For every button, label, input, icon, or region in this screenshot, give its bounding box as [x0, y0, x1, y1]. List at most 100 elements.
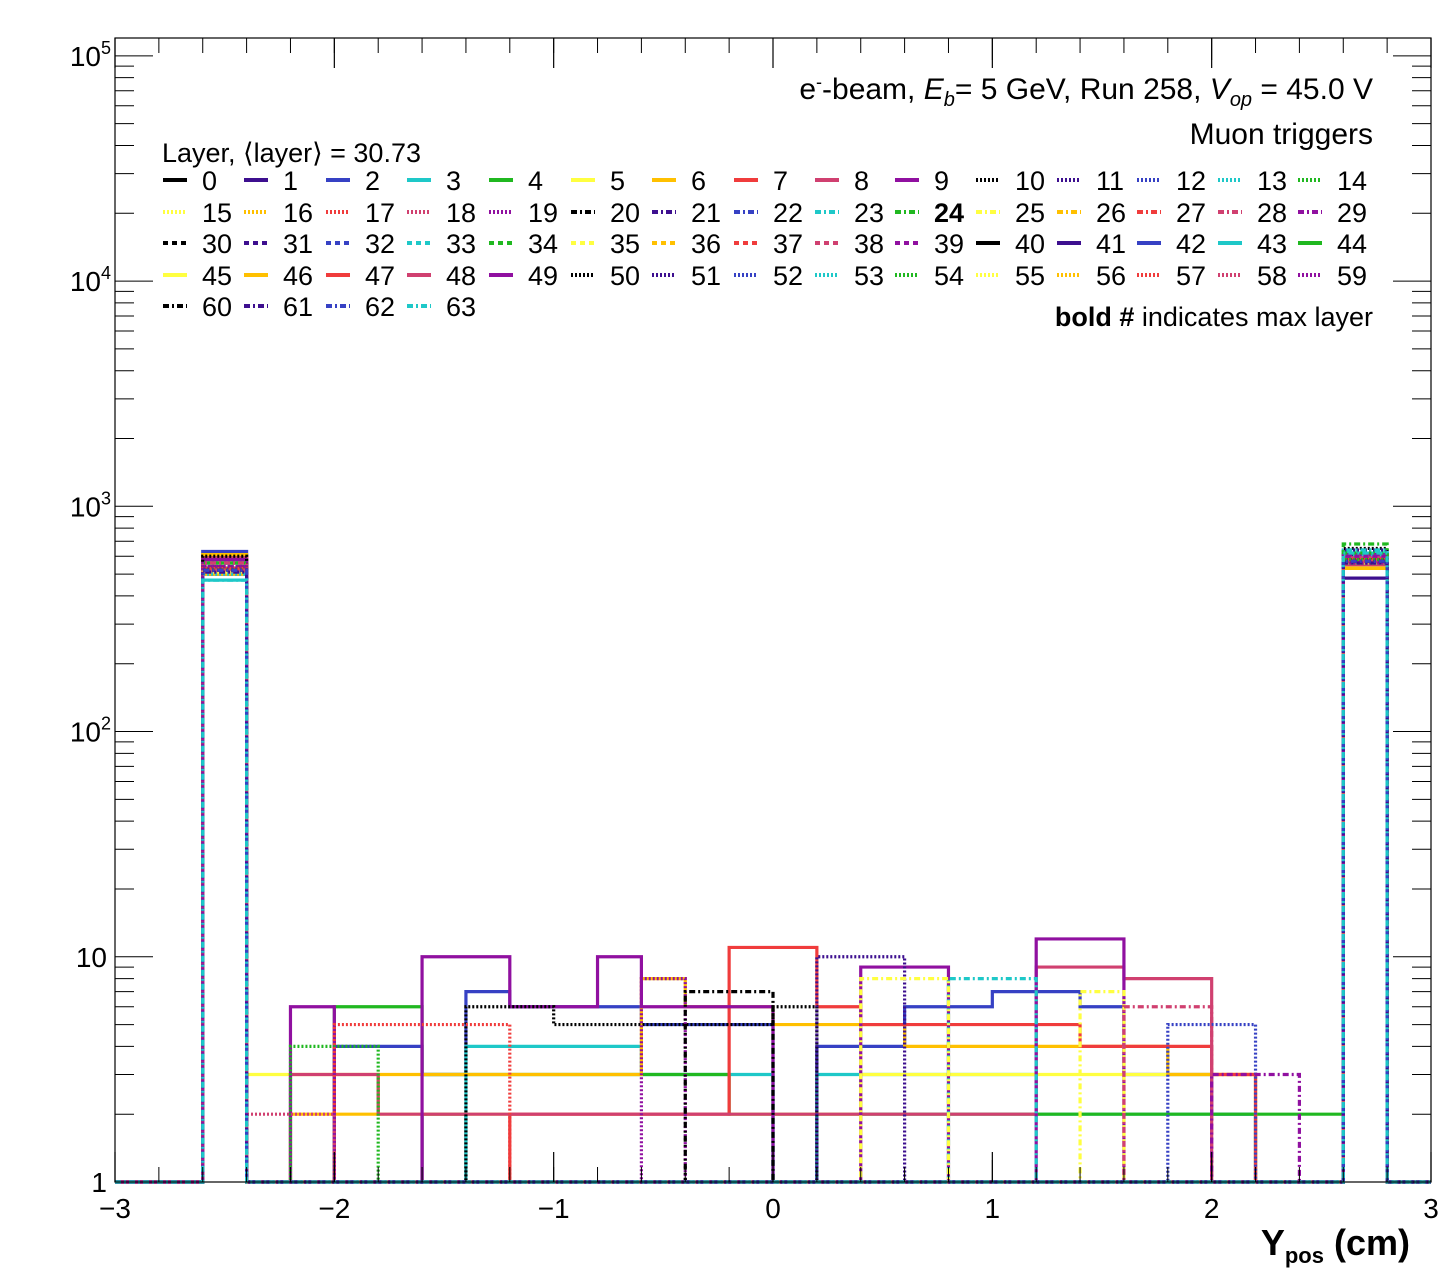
legend-label: 48: [446, 260, 477, 291]
legend-label: 55: [1015, 260, 1046, 291]
legend-swatch: [489, 272, 513, 277]
legend-label: 17: [365, 197, 396, 228]
max-layer-note: bold # indicates max layer: [1054, 302, 1373, 332]
x-tick-label: 2: [1204, 1193, 1220, 1224]
legend-label: 27: [1176, 197, 1207, 228]
legend-swatch: [244, 241, 268, 245]
legend-label: 11: [1096, 166, 1125, 196]
legend-swatch: [1298, 178, 1322, 182]
legend-label: 33: [446, 229, 477, 259]
legend-label: 49: [528, 260, 559, 291]
legend-swatch: [1057, 178, 1081, 182]
legend-label: 4: [528, 166, 544, 196]
legend-label: 14: [1337, 166, 1368, 196]
y-tick-label: 105: [70, 38, 111, 72]
legend-swatch: [734, 209, 758, 214]
legend-swatch: [652, 241, 676, 245]
x-tick-label: 1: [985, 1193, 1001, 1224]
legend-label: 7: [773, 166, 789, 196]
legend-swatch: [163, 304, 187, 308]
x-tick-label: −1: [538, 1193, 570, 1224]
legend-label: 24: [934, 197, 965, 228]
series-18-line: [115, 554, 1431, 1184]
legend-label: 39: [934, 229, 965, 259]
legend-swatch: [895, 272, 919, 277]
legend-label: 15: [202, 197, 233, 228]
legend-swatch: [326, 304, 350, 308]
legend-swatch: [1298, 272, 1322, 277]
trigger-annotation: Muon triggers: [1189, 118, 1373, 151]
legend-label: 2: [365, 166, 381, 196]
legend-swatch: [326, 272, 350, 277]
legend-swatch: [734, 241, 758, 245]
y-tick-label: 10: [76, 942, 107, 973]
legend-label: 41: [1096, 229, 1127, 259]
legend-swatch: [1137, 178, 1161, 182]
legend-swatch: [976, 209, 1000, 214]
legend-label: 6: [691, 166, 707, 196]
legend-label: 51: [691, 260, 722, 291]
legend-swatch: [1298, 241, 1322, 245]
legend-swatch: [976, 178, 1000, 182]
legend-swatch: [571, 241, 595, 245]
legend-swatch: [571, 272, 595, 277]
legend-label: 63: [446, 292, 477, 322]
legend-swatch: [163, 241, 187, 245]
legend-swatch: [326, 209, 350, 214]
legend-swatch: [407, 304, 431, 308]
y-tick-label: 103: [70, 488, 111, 522]
legend-swatch: [407, 178, 431, 182]
legend-label: 46: [283, 260, 314, 291]
x-tick-label: −3: [99, 1193, 131, 1224]
legend-label: 38: [854, 229, 885, 259]
series-9-line: [115, 556, 1431, 1184]
legend-label: 42: [1176, 229, 1207, 259]
legend-label: 18: [446, 197, 477, 228]
legend-swatch: [244, 304, 268, 308]
legend-label: 0: [202, 166, 218, 196]
legend-swatch: [163, 178, 187, 182]
legend-label: 22: [773, 197, 804, 228]
legend-label: 26: [1096, 197, 1127, 228]
legend-swatch: [734, 272, 758, 277]
legend-swatch: [1218, 241, 1242, 245]
legend-swatch: [895, 178, 919, 182]
legend-swatch: [407, 272, 431, 277]
legend-swatch: [407, 241, 431, 245]
legend-label: 61: [283, 292, 314, 322]
histogram-series-group: [115, 542, 1431, 1184]
legend-label: 35: [610, 229, 641, 259]
legend-label: 13: [1257, 166, 1288, 196]
legend-swatch: [244, 272, 268, 277]
legend-label: 40: [1015, 229, 1046, 259]
legend-label: 20: [610, 197, 641, 228]
legend-swatch: [489, 241, 513, 245]
legend-swatch: [815, 241, 839, 245]
legend-swatch: [652, 209, 676, 214]
beam-annotation: e--beam, Eb= 5 GeV, Run 258, Vop = 45.0 …: [799, 72, 1373, 111]
legend-header: Layer, ⟨layer⟩ = 30.73: [162, 138, 421, 168]
legend-swatch: [326, 241, 350, 245]
legend-label: 43: [1257, 229, 1288, 259]
legend-label: 19: [528, 197, 559, 228]
legend-label: 36: [691, 229, 722, 259]
legend-swatch: [1298, 209, 1322, 214]
legend-label: 1: [283, 166, 299, 196]
legend-label: 28: [1257, 197, 1288, 228]
legend-swatch: [163, 209, 187, 214]
legend-swatch: [815, 178, 839, 182]
legend-swatch: [1137, 272, 1161, 277]
legend-label: 59: [1337, 260, 1368, 291]
legend-swatch: [244, 209, 268, 214]
y-tick-label: 102: [70, 714, 111, 748]
legend-label: 47: [365, 260, 396, 291]
legend-swatch: [976, 241, 1000, 245]
legend-label: 5: [610, 166, 626, 196]
legend-label: 12: [1176, 166, 1207, 196]
legend-label: 52: [773, 260, 804, 291]
legend-swatch: [1218, 272, 1242, 277]
legend-label: 44: [1337, 229, 1368, 259]
legend-label: 29: [1337, 197, 1368, 228]
